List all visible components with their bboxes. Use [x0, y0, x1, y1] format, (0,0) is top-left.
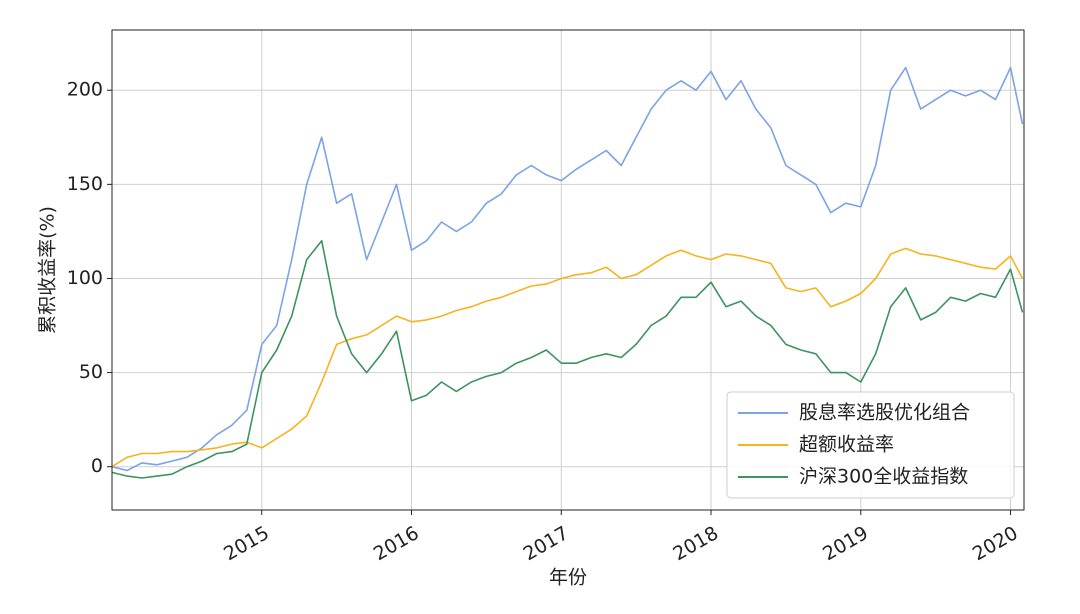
legend-box [726, 391, 1015, 499]
y-tick-label: 50 [79, 361, 103, 383]
x-tick-label: 2018 [669, 522, 722, 565]
y-tick-label: 200 [67, 79, 103, 101]
series-line [111, 240, 1024, 479]
y-axis-label: 累积收益率(%) [37, 206, 59, 334]
x-tick-label: 2017 [520, 522, 573, 565]
series-line [111, 66, 1024, 472]
x-tick-label: 2020 [969, 522, 1022, 565]
series-line [111, 247, 1024, 468]
legend-label: 股息率选股优化组合 [799, 402, 970, 424]
legend-label: 超额收益率 [799, 434, 894, 456]
legend-label: 沪深300全收益指数 [799, 466, 968, 488]
x-tick-label: 2019 [819, 522, 872, 565]
y-tick-label: 100 [67, 267, 103, 289]
y-tick-label: 150 [67, 173, 103, 195]
plot-frame [111, 29, 1025, 511]
x-tick-label: 2015 [220, 522, 273, 565]
x-tick-label: 2016 [370, 522, 423, 565]
y-tick-label: 0 [91, 455, 103, 477]
x-axis-label: 年份 [549, 567, 587, 589]
